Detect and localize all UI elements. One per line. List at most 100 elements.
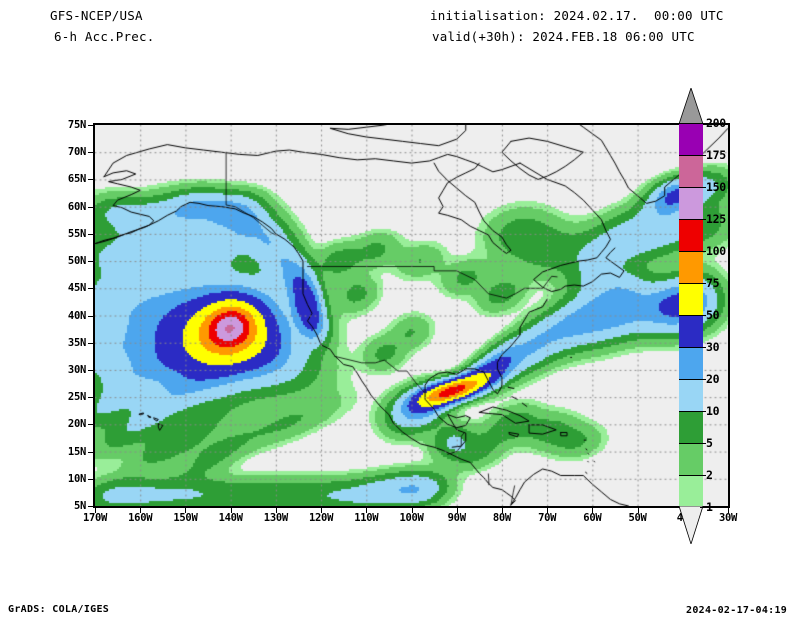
latitude-tick-label: 70N <box>67 146 86 159</box>
longitude-tick <box>185 508 187 513</box>
colorbar-tick-label: 125 <box>706 212 726 226</box>
longitude-tick <box>366 508 368 513</box>
colorbar-tick <box>700 123 706 124</box>
colorbar-tick <box>700 475 706 476</box>
latitude-tick <box>88 506 93 507</box>
latitude-tick-label: 60N <box>67 200 86 213</box>
latitude-tick-label: 5N <box>73 500 86 512</box>
latitude-tick <box>88 315 93 317</box>
colorbar-tick-label: 100 <box>706 244 726 258</box>
colorbar-tick <box>700 411 706 412</box>
longitude-tick-label: 140W <box>218 512 243 524</box>
colorbar-tick-label: 150 <box>706 180 726 194</box>
colorbar-tick-label: 5 <box>706 436 713 450</box>
valid-time: valid(+30h): 2024.FEB.18 06:00 UTC <box>432 29 695 44</box>
grads-credit: GrADS: COLA/IGES <box>8 604 110 615</box>
latitude-tick <box>88 397 93 399</box>
latitude-tick <box>88 369 93 371</box>
latitude-tick-label: 15N <box>67 445 86 458</box>
longitude-tick-label: 50W <box>628 512 647 524</box>
model-title: GFS-NCEP/USA <box>50 8 143 23</box>
latitude-tick <box>88 125 93 126</box>
colorbar-tick-label: 30 <box>706 340 720 354</box>
colorbar-tick <box>700 315 706 316</box>
latitude-tick-label: 30N <box>67 363 86 376</box>
longitude-tick <box>411 508 413 513</box>
longitude-tick <box>456 508 458 513</box>
colorbar-over-arrow-icon <box>679 88 703 124</box>
latitude-tick <box>88 261 93 263</box>
latitude-tick <box>88 342 93 344</box>
longitude-tick <box>728 508 729 513</box>
latitude-tick-label: 20N <box>67 418 86 431</box>
initialisation-time: initialisation: 2024.02.17. 00:00 UTC <box>430 8 724 23</box>
latitude-tick <box>88 179 93 181</box>
colorbar-tick <box>700 219 706 220</box>
longitude-tick-label: 170W <box>82 512 108 524</box>
colorbar-band[interactable] <box>679 379 703 412</box>
longitude-tick-label: 100W <box>399 512 424 524</box>
longitude-tick-label: 150W <box>173 512 198 524</box>
latitude-tick <box>88 233 93 235</box>
longitude-tick <box>321 508 323 513</box>
latitude-tick-label: 10N <box>67 472 86 485</box>
colorbar-band[interactable] <box>679 251 703 284</box>
latitude-tick-label: 25N <box>67 391 86 404</box>
colorbar-band[interactable] <box>679 283 703 316</box>
latitude-tick-label: 65N <box>67 173 86 186</box>
longitude-tick <box>275 508 277 513</box>
latitude-tick <box>88 478 93 480</box>
precipitation-map-canvas <box>95 125 728 506</box>
colorbar-tick <box>700 443 706 444</box>
longitude-tick-label: 120W <box>309 512 334 524</box>
longitude-tick-label: 90W <box>447 512 466 524</box>
longitude-tick <box>95 508 96 513</box>
colorbar-tick-label: 75 <box>706 276 720 290</box>
longitude-tick-label: 60W <box>583 512 602 524</box>
colorbar-band[interactable] <box>679 123 703 156</box>
colorbar-band[interactable] <box>679 443 703 476</box>
colorbar-tick <box>700 347 706 348</box>
latitude-tick-label: 55N <box>67 227 86 240</box>
latitude-tick <box>88 424 93 426</box>
colorbar-tick <box>700 187 706 188</box>
longitude-tick-label: 130W <box>263 512 288 524</box>
colorbar-band[interactable] <box>679 411 703 444</box>
precipitation-colorbar[interactable] <box>679 123 703 508</box>
colorbar-tick <box>700 155 706 156</box>
longitude-tick-label: 70W <box>538 512 557 524</box>
longitude-tick <box>637 508 639 513</box>
colorbar-band[interactable] <box>679 315 703 348</box>
longitude-tick <box>592 508 594 513</box>
colorbar-tick <box>700 507 706 508</box>
colorbar-band[interactable] <box>679 347 703 380</box>
latitude-tick-label: 75N <box>67 119 86 131</box>
longitude-tick-label: 30W <box>718 512 738 524</box>
colorbar-band[interactable] <box>679 187 703 220</box>
latitude-tick <box>88 206 93 208</box>
colorbar-band[interactable] <box>679 219 703 252</box>
latitude-tick <box>88 288 93 290</box>
longitude-tick <box>501 508 503 513</box>
colorbar-tick <box>700 379 706 380</box>
longitude-tick-label: 80W <box>492 512 511 524</box>
colorbar-tick <box>700 283 706 284</box>
longitude-tick <box>547 508 549 513</box>
longitude-tick-label: 110W <box>354 512 379 524</box>
latitude-tick-label: 40N <box>67 309 86 322</box>
map-plot-area[interactable] <box>93 123 730 508</box>
colorbar-tick-label: 2 <box>706 468 713 482</box>
colorbar-tick-label: 175 <box>706 148 726 162</box>
latitude-tick <box>88 451 93 453</box>
colorbar-band[interactable] <box>679 155 703 188</box>
longitude-tick-label: 160W <box>128 512 153 524</box>
colorbar-tick <box>700 251 706 252</box>
latitude-tick-label: 45N <box>67 282 86 295</box>
colorbar-band[interactable] <box>679 475 703 508</box>
colorbar-tick-label: 1 <box>706 500 713 514</box>
latitude-tick-label: 50N <box>67 255 86 268</box>
colorbar-tick-label: 10 <box>706 404 720 418</box>
colorbar-under-arrow-icon <box>679 506 703 544</box>
field-subtitle: 6-h Acc.Prec. <box>54 29 155 44</box>
longitude-tick <box>230 508 232 513</box>
